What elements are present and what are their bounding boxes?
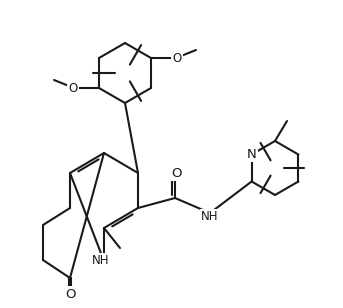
Text: O: O (68, 82, 78, 95)
Text: O: O (172, 51, 181, 64)
Text: NH: NH (92, 254, 110, 268)
Text: NH: NH (201, 210, 219, 224)
Text: O: O (171, 167, 181, 180)
Text: N: N (247, 148, 257, 161)
Text: O: O (65, 287, 75, 301)
